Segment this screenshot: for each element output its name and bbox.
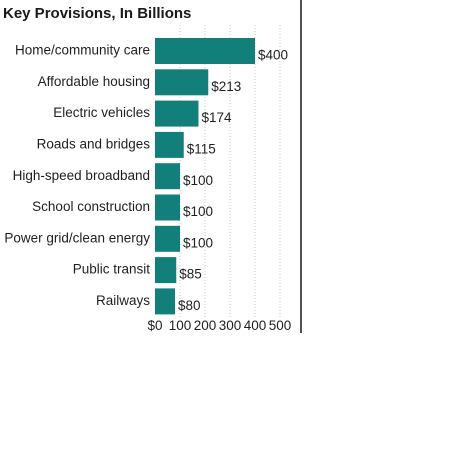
bar: [155, 288, 175, 315]
bars-group: [155, 38, 255, 315]
value-label: $100: [183, 173, 213, 188]
x-tick-label: $0: [147, 318, 162, 333]
category-label: High-speed broadband: [13, 168, 150, 183]
bar: [155, 131, 184, 158]
value-label: $115: [187, 141, 216, 156]
x-tick-label: 100: [169, 318, 192, 333]
value-labels: $400 $213 $174 $115 $100 $100 $100 $85 $80: [178, 48, 288, 313]
x-tick-label: 300: [219, 318, 242, 333]
bar: [155, 194, 180, 221]
category-label: Home/community care: [15, 43, 150, 58]
value-label: $400: [258, 48, 288, 63]
category-label: Railways: [96, 293, 150, 308]
category-label: Public transit: [73, 262, 151, 277]
value-label: $85: [179, 267, 202, 282]
value-label: $174: [202, 110, 233, 125]
chart-title: Key Provisions, In Billions: [3, 5, 192, 22]
category-label: Power grid/clean energy: [4, 230, 150, 245]
x-tick-label: 200: [194, 318, 217, 333]
x-tick-label: 400: [244, 318, 267, 333]
bar: [155, 100, 199, 127]
category-label: Roads and bridges: [37, 136, 151, 151]
bar: [155, 38, 255, 64]
value-label: $100: [183, 235, 213, 250]
x-tick-label: 500: [269, 318, 292, 333]
x-axis-ticks: $0 100 200 300 400 500: [147, 318, 291, 333]
bar: [155, 163, 180, 190]
value-label: $213: [211, 79, 241, 94]
bar: [155, 69, 209, 96]
value-label: $100: [183, 204, 213, 219]
category-label: Electric vehicles: [53, 105, 150, 120]
value-label: $80: [178, 298, 201, 313]
category-labels: Home/community care Affordable housing Ele…: [4, 43, 150, 308]
bar: [155, 257, 177, 284]
category-label: School construction: [32, 199, 150, 214]
category-label: Affordable housing: [38, 74, 150, 89]
bar: [155, 225, 180, 252]
